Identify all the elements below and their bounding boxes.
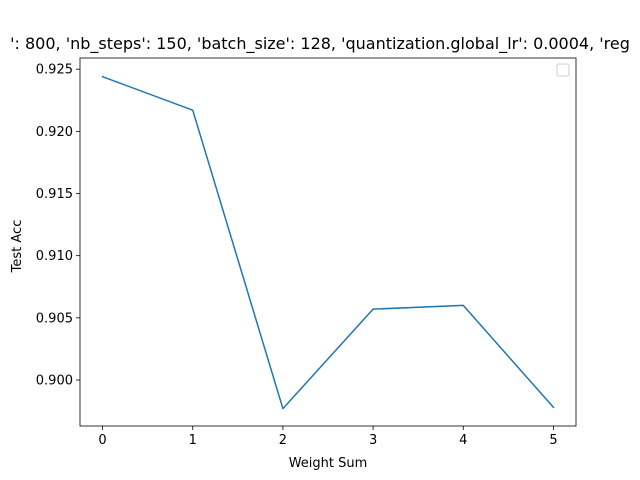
chart-title: ': 800, 'nb_steps': 150, 'batch_size': 1…	[10, 34, 630, 54]
x-tick-label-1: 1	[189, 433, 197, 448]
x-tick-label-3: 3	[369, 433, 377, 448]
axes-frame	[79, 57, 577, 427]
x-tick-label-5: 5	[549, 433, 557, 448]
y-tick-label-3: 0.915	[36, 187, 73, 202]
legend-box	[556, 63, 570, 77]
series-line-0	[101, 75, 555, 410]
x-axis-label: Weight Sum	[289, 456, 368, 471]
x-tick-label-4: 4	[459, 433, 467, 448]
x-tick-label-2: 2	[279, 433, 287, 448]
y-tick-label-5: 0.925	[36, 63, 73, 78]
y-tick-label-4: 0.920	[36, 125, 73, 140]
y-tick-label-1: 0.905	[36, 311, 73, 326]
y-tick-label-0: 0.900	[36, 374, 73, 389]
x-tick-label-0: 0	[98, 433, 106, 448]
y-tick-label-2: 0.910	[36, 249, 73, 264]
y-axis-label: Test Acc	[10, 220, 25, 274]
plot-area: 0 1 2 3 4 5 0.900 0.905 0.910 0.915 0.920 0.925	[36, 57, 577, 448]
